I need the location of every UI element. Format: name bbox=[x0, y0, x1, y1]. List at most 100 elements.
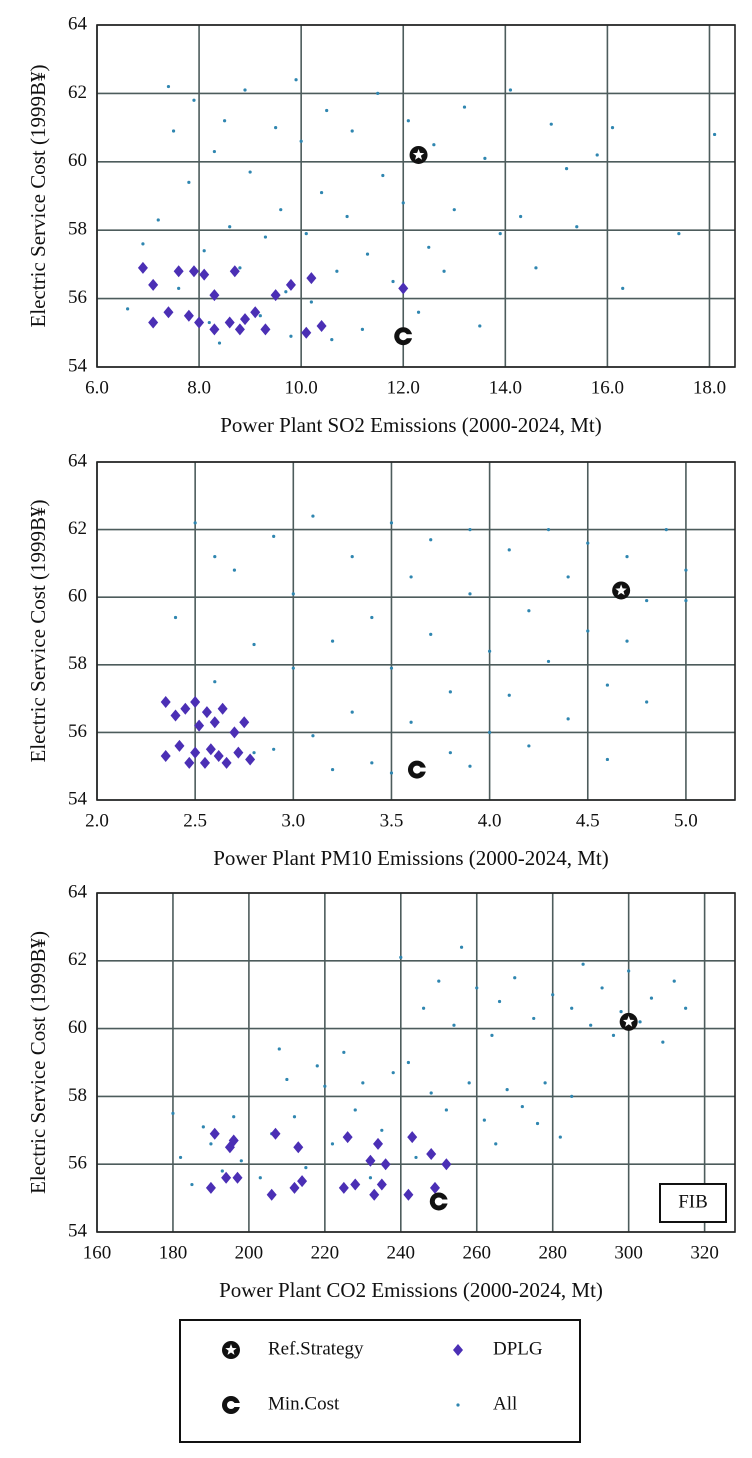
point-dot bbox=[508, 88, 513, 92]
point-dot bbox=[625, 639, 629, 643]
point-diamond bbox=[229, 265, 240, 278]
x-tick-label: 260 bbox=[463, 1242, 492, 1263]
data-point bbox=[610, 126, 615, 130]
data-point bbox=[360, 327, 365, 331]
point-dot bbox=[272, 534, 276, 538]
data-point bbox=[209, 716, 220, 729]
point-diamond bbox=[170, 709, 181, 722]
point-dot bbox=[238, 266, 242, 270]
point-dot bbox=[409, 720, 413, 724]
point-dot bbox=[497, 999, 502, 1004]
point-dot bbox=[252, 642, 256, 647]
data-point bbox=[299, 139, 303, 143]
point-dot bbox=[258, 1176, 262, 1180]
data-point bbox=[619, 1012, 638, 1031]
data-point bbox=[513, 976, 517, 980]
point-diamond bbox=[407, 1131, 418, 1144]
x-tick-label: 180 bbox=[159, 1242, 188, 1263]
point-dot bbox=[520, 1104, 524, 1109]
data-point bbox=[350, 710, 354, 714]
data-point bbox=[233, 746, 244, 759]
data-point bbox=[462, 105, 467, 109]
point-diamond bbox=[369, 1188, 380, 1201]
x-tick-label: 5.0 bbox=[674, 810, 698, 831]
point-diamond bbox=[188, 265, 199, 278]
point-dot bbox=[350, 555, 354, 559]
data-point bbox=[289, 334, 293, 338]
data-point bbox=[209, 289, 220, 302]
point-diamond bbox=[199, 268, 210, 281]
data-point bbox=[661, 1040, 665, 1044]
point-diamond bbox=[429, 1181, 440, 1194]
data-point bbox=[263, 235, 268, 239]
point-dot bbox=[586, 541, 590, 545]
y-tick-label: 60 bbox=[68, 1017, 87, 1038]
point-dot bbox=[488, 649, 492, 653]
data-point bbox=[381, 173, 385, 178]
data-point bbox=[240, 313, 251, 326]
data-point bbox=[330, 1142, 335, 1146]
data-point bbox=[391, 1071, 395, 1075]
point-diamond bbox=[194, 719, 205, 732]
data-point bbox=[532, 1016, 536, 1021]
data-point bbox=[468, 528, 472, 532]
data-point bbox=[266, 1188, 277, 1201]
point-diamond bbox=[194, 316, 205, 329]
point-diamond bbox=[229, 726, 240, 739]
point-notch bbox=[416, 767, 427, 772]
data-point bbox=[221, 1171, 232, 1184]
data-point bbox=[619, 1010, 623, 1014]
point-diamond bbox=[148, 316, 159, 329]
point-dot bbox=[304, 232, 308, 236]
point-dot bbox=[285, 1077, 289, 1082]
data-point bbox=[316, 319, 327, 332]
data-point bbox=[212, 149, 216, 154]
point-dot bbox=[370, 615, 374, 620]
data-point bbox=[672, 979, 676, 983]
data-point bbox=[304, 1165, 308, 1170]
point-dot bbox=[291, 592, 295, 596]
data-point bbox=[389, 771, 394, 775]
point-dot bbox=[263, 235, 268, 239]
point-notch bbox=[403, 334, 414, 339]
data-point bbox=[507, 548, 511, 552]
data-point bbox=[353, 1108, 357, 1112]
point-dot bbox=[304, 1165, 308, 1170]
data-point bbox=[292, 1115, 297, 1119]
point-dot bbox=[350, 710, 354, 714]
point-dot bbox=[126, 307, 130, 311]
y-tick-label: 62 bbox=[68, 518, 87, 539]
x-tick-label: 220 bbox=[311, 1242, 340, 1263]
point-dot bbox=[360, 327, 365, 331]
data-point bbox=[429, 1181, 440, 1194]
data-point bbox=[414, 1155, 418, 1160]
data-point bbox=[549, 122, 553, 126]
data-point bbox=[270, 1127, 281, 1140]
point-diamond bbox=[293, 1141, 304, 1154]
legend-label: Min.Cost bbox=[268, 1393, 340, 1414]
data-point bbox=[406, 119, 410, 123]
point-diamond bbox=[163, 306, 174, 319]
point-diamond bbox=[180, 702, 191, 715]
point-dot bbox=[414, 1155, 418, 1160]
annotation: FIB bbox=[678, 1191, 708, 1212]
data-point bbox=[243, 88, 247, 92]
point-dot bbox=[406, 119, 410, 123]
data-point bbox=[409, 720, 413, 724]
point-dot bbox=[166, 84, 171, 89]
data-point bbox=[448, 690, 452, 694]
point-dot bbox=[171, 129, 176, 133]
point-dot bbox=[190, 1182, 194, 1187]
data-point bbox=[399, 955, 403, 960]
data-point bbox=[238, 266, 242, 270]
point-dot bbox=[456, 1403, 460, 1407]
data-point bbox=[468, 764, 472, 768]
data-point bbox=[201, 1125, 205, 1129]
y-tick-label: 60 bbox=[68, 150, 87, 171]
data-point bbox=[184, 756, 195, 769]
data-point bbox=[507, 693, 511, 697]
x-tick-label: 3.0 bbox=[281, 810, 305, 831]
plot-area bbox=[97, 462, 735, 800]
data-point bbox=[365, 1154, 376, 1167]
